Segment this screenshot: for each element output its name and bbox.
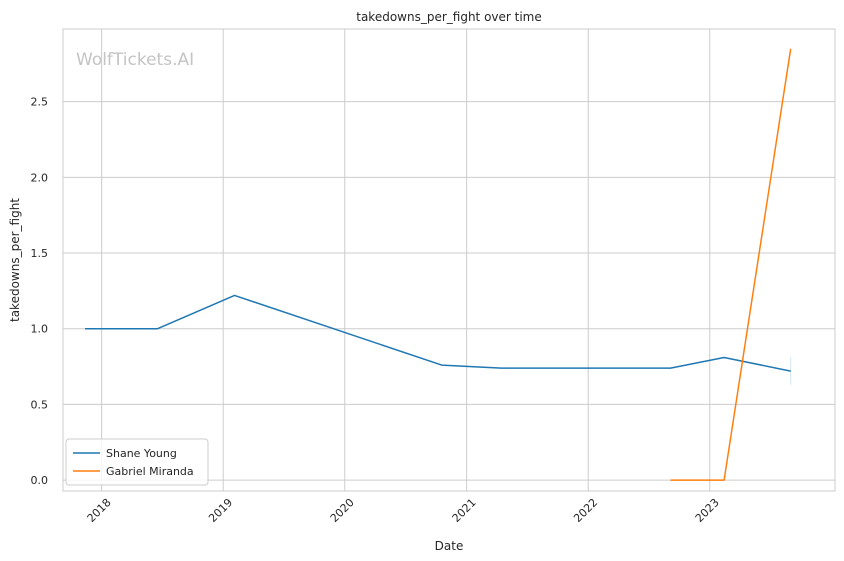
y-tick-label-2-5: 2.5 [31, 96, 49, 109]
legend: Shane Young Gabriel Miranda [65, 438, 209, 486]
series-line-shane-young [85, 294, 791, 372]
y-tick-label-2-0: 2.0 [31, 171, 49, 184]
y-tick-label-1-5: 1.5 [31, 247, 49, 260]
x-axis-title: Date [435, 539, 464, 553]
series-line-gabriel-miranda [670, 48, 792, 481]
legend-label-shane-young: Shane Young [106, 447, 177, 460]
legend-box [65, 438, 209, 486]
y-tick-labels: 0.0 0.5 1.0 1.5 2.0 2.5 [31, 96, 49, 487]
plot-frame [62, 28, 836, 492]
chart-title: takedowns_per_fight over time [356, 10, 542, 24]
y-tick-label-1-0: 1.0 [31, 323, 49, 336]
series-lines [85, 48, 792, 481]
legend-label-gabriel-miranda: Gabriel Miranda [106, 465, 194, 478]
y-tick-label-0-5: 0.5 [31, 398, 49, 411]
watermark: WolfTickets.AI [76, 50, 194, 70]
y-tick-label-0-0: 0.0 [31, 474, 49, 487]
y-axis-title: takedowns_per_fight [8, 198, 22, 322]
